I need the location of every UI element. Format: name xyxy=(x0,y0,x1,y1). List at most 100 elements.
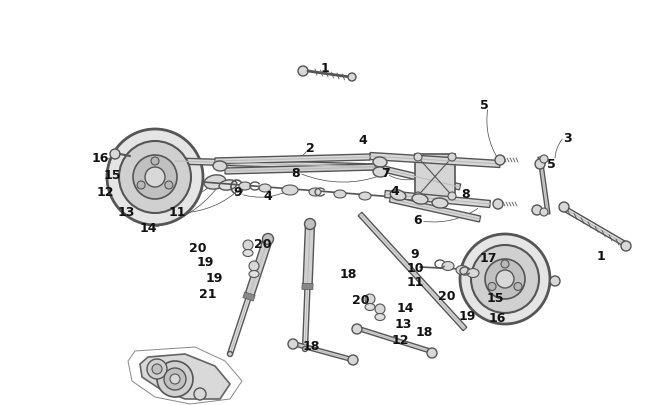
Text: 20: 20 xyxy=(352,293,370,306)
Ellipse shape xyxy=(390,190,406,201)
Text: 9: 9 xyxy=(411,247,419,260)
Circle shape xyxy=(304,219,315,230)
Circle shape xyxy=(514,283,522,291)
Text: 18: 18 xyxy=(415,325,433,338)
Ellipse shape xyxy=(213,162,227,172)
Circle shape xyxy=(137,181,145,190)
Circle shape xyxy=(460,234,550,324)
Ellipse shape xyxy=(375,314,385,321)
Text: 19: 19 xyxy=(196,256,214,269)
Circle shape xyxy=(152,364,162,374)
Text: 14: 14 xyxy=(396,301,414,314)
Text: 12: 12 xyxy=(96,186,114,199)
Polygon shape xyxy=(215,155,370,164)
Circle shape xyxy=(145,168,165,188)
Text: 20: 20 xyxy=(189,241,207,254)
Circle shape xyxy=(559,202,569,213)
Circle shape xyxy=(540,209,548,216)
Ellipse shape xyxy=(259,185,271,192)
Text: 4: 4 xyxy=(264,189,272,202)
Ellipse shape xyxy=(467,269,479,278)
Circle shape xyxy=(427,348,437,358)
Ellipse shape xyxy=(373,158,387,168)
Text: 19: 19 xyxy=(205,271,223,284)
Circle shape xyxy=(365,294,375,304)
Polygon shape xyxy=(358,213,467,331)
Text: 5: 5 xyxy=(547,157,555,170)
Circle shape xyxy=(348,355,358,365)
Text: 4: 4 xyxy=(391,184,399,197)
Text: 12: 12 xyxy=(391,333,409,345)
Circle shape xyxy=(194,388,206,400)
Polygon shape xyxy=(370,153,500,168)
Text: 11: 11 xyxy=(168,206,186,219)
Circle shape xyxy=(170,374,180,384)
Circle shape xyxy=(535,160,545,170)
Text: 15: 15 xyxy=(103,168,121,181)
Ellipse shape xyxy=(373,168,387,177)
Circle shape xyxy=(147,359,167,379)
Text: 18: 18 xyxy=(302,340,320,353)
Polygon shape xyxy=(359,327,430,353)
Circle shape xyxy=(493,200,503,209)
Text: 21: 21 xyxy=(200,287,216,300)
Ellipse shape xyxy=(365,304,375,311)
Circle shape xyxy=(495,156,505,166)
Circle shape xyxy=(488,283,496,291)
Text: 2: 2 xyxy=(306,141,315,154)
Ellipse shape xyxy=(309,189,321,196)
Circle shape xyxy=(133,156,177,200)
Circle shape xyxy=(110,149,120,160)
Text: 8: 8 xyxy=(292,166,300,179)
Ellipse shape xyxy=(204,175,226,190)
Circle shape xyxy=(414,153,422,162)
Polygon shape xyxy=(389,196,480,222)
Polygon shape xyxy=(303,224,315,287)
Ellipse shape xyxy=(442,262,454,271)
Circle shape xyxy=(263,234,274,245)
Polygon shape xyxy=(243,292,255,301)
Circle shape xyxy=(227,352,233,356)
Polygon shape xyxy=(538,157,550,215)
Ellipse shape xyxy=(243,250,253,257)
Ellipse shape xyxy=(432,198,448,209)
Circle shape xyxy=(348,74,356,82)
Text: 17: 17 xyxy=(479,251,497,264)
Circle shape xyxy=(501,260,509,269)
Circle shape xyxy=(375,304,385,314)
Circle shape xyxy=(243,241,253,250)
Circle shape xyxy=(485,259,525,299)
Text: 18: 18 xyxy=(339,268,357,281)
Polygon shape xyxy=(302,287,310,349)
Polygon shape xyxy=(385,191,490,208)
Text: 4: 4 xyxy=(359,133,367,146)
Circle shape xyxy=(471,245,539,313)
Text: 15: 15 xyxy=(486,291,504,304)
Polygon shape xyxy=(175,159,375,171)
Circle shape xyxy=(448,153,456,162)
Circle shape xyxy=(157,361,193,397)
Text: 1: 1 xyxy=(320,61,330,74)
Circle shape xyxy=(107,130,203,226)
Circle shape xyxy=(165,181,173,190)
Ellipse shape xyxy=(239,183,251,190)
Polygon shape xyxy=(374,165,461,190)
Polygon shape xyxy=(227,296,252,355)
Ellipse shape xyxy=(359,192,371,200)
Text: 14: 14 xyxy=(139,221,157,234)
Circle shape xyxy=(540,156,548,164)
Text: 13: 13 xyxy=(117,206,135,219)
Polygon shape xyxy=(294,342,350,361)
Text: 16: 16 xyxy=(488,312,506,325)
Text: 13: 13 xyxy=(395,317,411,330)
Text: 10: 10 xyxy=(406,262,424,275)
Text: 8: 8 xyxy=(462,187,471,200)
Polygon shape xyxy=(302,284,313,290)
Ellipse shape xyxy=(219,180,237,191)
Text: 16: 16 xyxy=(91,151,109,164)
Circle shape xyxy=(151,158,159,166)
Polygon shape xyxy=(564,207,626,247)
Polygon shape xyxy=(245,238,272,298)
Ellipse shape xyxy=(249,271,259,278)
Ellipse shape xyxy=(456,266,468,275)
